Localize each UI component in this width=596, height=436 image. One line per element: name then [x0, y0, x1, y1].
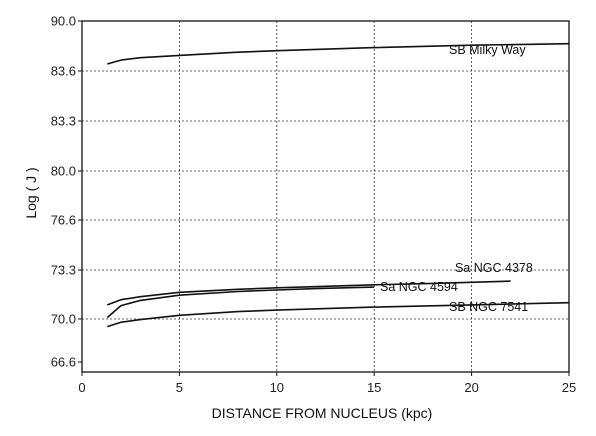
ticks: 0 5 10 15 20 25 90.0 83.6 83.3 80.0 76.6 73.3 70.0 66… [51, 14, 577, 396]
y-tick-label: 83.3 [51, 114, 76, 129]
series-line-0 [107, 42, 570, 65]
x-tick-label: 15 [367, 380, 381, 395]
series-line-3 [107, 301, 570, 328]
series-line-2 [106, 286, 375, 319]
series-labels: SB Milky Way Sa NGC 4378 Sa NGC 4594 SB … [380, 43, 533, 314]
x-axis-title: DISTANCE FROM NUCLEUS (kpc) [212, 405, 433, 421]
plot-frame [81, 20, 570, 373]
y-tick-label: 73.3 [51, 263, 76, 278]
y-tick-label: 80.0 [51, 164, 76, 179]
x-tick-label: 10 [270, 380, 284, 395]
x-tick-label: 25 [562, 380, 576, 395]
x-tick-label: 5 [176, 380, 183, 395]
y-tick-label: 70.0 [51, 312, 76, 327]
y-tick-label: 83.6 [51, 64, 76, 79]
series-label-ngc4594: Sa NGC 4594 [380, 280, 458, 294]
series-label-milky-way: SB Milky Way [449, 43, 526, 57]
series-line-1 [107, 280, 511, 306]
series-label-ngc7541: SB NGC 7541 [449, 300, 528, 314]
series-label-ngc4378: Sa NGC 4378 [455, 261, 533, 275]
y-tick-label: 76.6 [51, 213, 76, 228]
series-lines [106, 42, 570, 328]
y-tick-label: 90.0 [51, 14, 76, 29]
x-tick-label: 0 [78, 380, 85, 395]
y-tick-label: 66.6 [51, 355, 76, 370]
grid [82, 21, 569, 372]
y-axis-title: Log ( J ) [23, 167, 39, 218]
x-tick-label: 20 [464, 380, 478, 395]
